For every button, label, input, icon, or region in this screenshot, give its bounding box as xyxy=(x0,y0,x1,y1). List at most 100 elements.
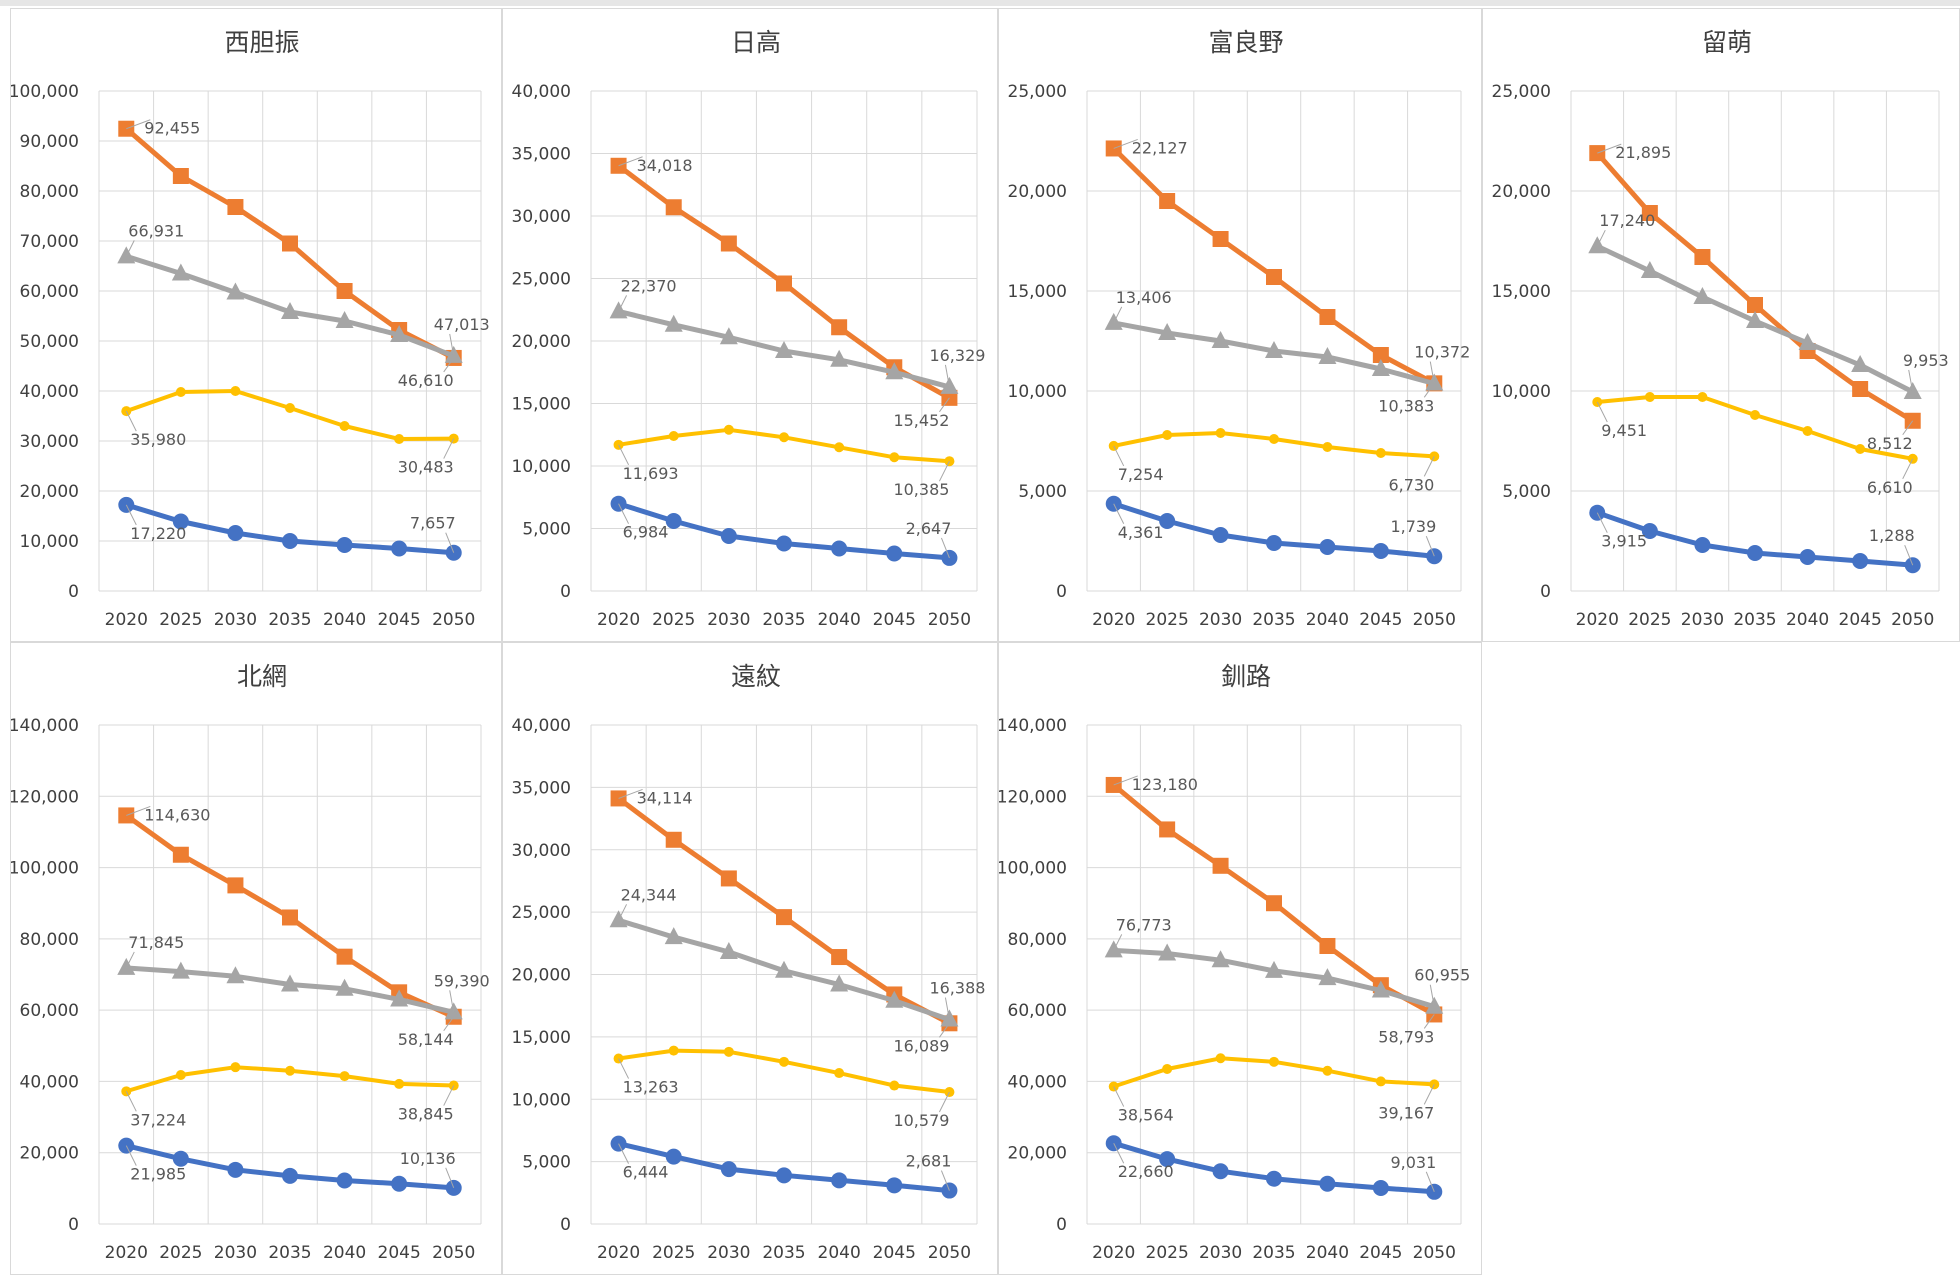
x-tick-label: 2035 xyxy=(268,1243,311,1263)
data-label-first: 22,660 xyxy=(1118,1162,1174,1181)
data-label-first: 24,344 xyxy=(621,885,677,904)
data-point-square xyxy=(282,909,298,926)
label-leader-line xyxy=(940,1170,950,1191)
data-point-dot xyxy=(613,1053,624,1064)
data-point-square xyxy=(336,283,353,299)
data-point-circle xyxy=(1319,1175,1336,1192)
data-label-first: 66,931 xyxy=(128,221,184,240)
data-label-last: 2,681 xyxy=(906,1152,952,1171)
x-tick-label: 2050 xyxy=(928,610,971,630)
data-point-dot xyxy=(1215,428,1226,438)
data-point-circle xyxy=(1372,1180,1389,1197)
data-point-square xyxy=(172,846,189,863)
data-point-triangle xyxy=(335,311,354,328)
data-point-circle xyxy=(172,513,189,530)
data-point-square xyxy=(1852,381,1869,397)
label-leader-line xyxy=(1423,1084,1435,1105)
y-tick-label: 5,000 xyxy=(1018,482,1067,502)
label-leader-line xyxy=(1597,143,1622,154)
x-tick-label: 2025 xyxy=(652,1243,695,1263)
data-point-triangle xyxy=(775,341,793,358)
data-point-triangle xyxy=(1798,333,1817,350)
y-tick-label: 15,000 xyxy=(512,1028,571,1048)
x-tick-label: 2040 xyxy=(818,610,861,630)
label-leader-line xyxy=(618,295,628,312)
data-label-last: 16,329 xyxy=(929,346,985,365)
y-tick-label: 120,000 xyxy=(999,787,1067,807)
data-label-first: 37,224 xyxy=(130,1110,186,1129)
data-point-circle xyxy=(1212,527,1229,543)
y-tick-label: 30,000 xyxy=(512,841,571,861)
x-tick-label: 2030 xyxy=(1199,610,1242,630)
x-tick-label: 2050 xyxy=(1413,1243,1456,1263)
data-point-dot xyxy=(1215,1053,1226,1064)
x-tick-label: 2050 xyxy=(1891,610,1934,630)
y-tick-label: 120,000 xyxy=(11,787,79,807)
data-point-dot xyxy=(448,1080,459,1091)
x-tick-label: 2040 xyxy=(818,1243,861,1263)
y-tick-label: 90,000 xyxy=(20,132,79,152)
chart-title: 日高 xyxy=(731,28,781,57)
label-leader-line xyxy=(944,997,950,1020)
x-tick-label: 2025 xyxy=(159,610,202,630)
data-point-circle xyxy=(118,1137,135,1154)
data-point-dot xyxy=(779,432,789,443)
data-label-last: 10,385 xyxy=(893,480,949,499)
y-tick-label: 0 xyxy=(1056,582,1067,602)
y-tick-label: 40,000 xyxy=(512,716,571,736)
y-tick-label: 20,000 xyxy=(512,332,571,352)
data-point-circle xyxy=(1105,495,1122,512)
data-point-triangle xyxy=(281,302,299,319)
data-point-circle xyxy=(391,540,408,557)
x-tick-label: 2040 xyxy=(1306,1243,1349,1263)
data-label-first: 4,361 xyxy=(1118,523,1164,542)
data-label-first: 22,370 xyxy=(621,276,677,295)
data-point-dot xyxy=(175,387,186,397)
label-leader-line xyxy=(445,532,455,553)
data-label-last: 46,610 xyxy=(398,371,454,390)
x-tick-label: 2020 xyxy=(1576,610,1619,630)
y-tick-label: 40,000 xyxy=(20,1072,79,1092)
label-leader-line xyxy=(618,788,643,799)
data-point-circle xyxy=(831,1172,848,1189)
data-point-circle xyxy=(336,537,353,553)
data-point-dot xyxy=(1269,434,1279,444)
data-point-circle xyxy=(1105,1135,1122,1152)
data-point-square xyxy=(227,199,244,215)
label-leader-line xyxy=(1596,401,1608,423)
x-tick-label: 2030 xyxy=(1681,610,1724,630)
data-point-dot xyxy=(1907,453,1918,464)
label-leader-line xyxy=(1425,536,1435,557)
y-tick-label: 5,000 xyxy=(522,520,571,540)
data-point-dot xyxy=(1108,1081,1119,1092)
data-label-first: 7,254 xyxy=(1118,465,1164,484)
data-label-last: 10,372 xyxy=(1414,343,1470,362)
chart-panel: 遠紋 0 5,000 10,000 15,000 20,000 25,000 30,000 35… xyxy=(502,642,998,1275)
y-tick-label: 10,000 xyxy=(512,1090,571,1110)
y-tick-label: 140,000 xyxy=(11,716,79,736)
chart-title: 北網 xyxy=(237,662,287,691)
data-point-triangle xyxy=(1371,980,1390,998)
label-leader-line xyxy=(1596,229,1606,247)
data-point-triangle xyxy=(1318,968,1337,986)
data-point-circle xyxy=(282,1167,298,1184)
y-tick-label: 20,000 xyxy=(1492,182,1551,202)
y-tick-label: 0 xyxy=(1056,1215,1067,1235)
data-point-triangle xyxy=(1265,341,1283,358)
x-tick-label: 2035 xyxy=(1733,610,1776,630)
data-label-first: 92,455 xyxy=(144,119,200,138)
data-point-dot xyxy=(613,439,624,450)
data-label-first: 123,180 xyxy=(1132,775,1198,794)
x-tick-label: 2035 xyxy=(762,610,805,630)
data-point-dot xyxy=(834,1068,845,1079)
data-point-triangle xyxy=(1211,950,1230,968)
data-point-square xyxy=(1212,857,1229,874)
label-leader-line xyxy=(125,504,137,526)
label-leader-line xyxy=(940,537,950,559)
label-leader-line xyxy=(125,1091,137,1112)
data-point-triangle xyxy=(1265,960,1283,978)
x-tick-label: 2050 xyxy=(432,610,475,630)
data-point-triangle xyxy=(719,327,738,345)
data-label-last: 60,955 xyxy=(1414,966,1470,985)
data-point-triangle xyxy=(885,362,904,380)
